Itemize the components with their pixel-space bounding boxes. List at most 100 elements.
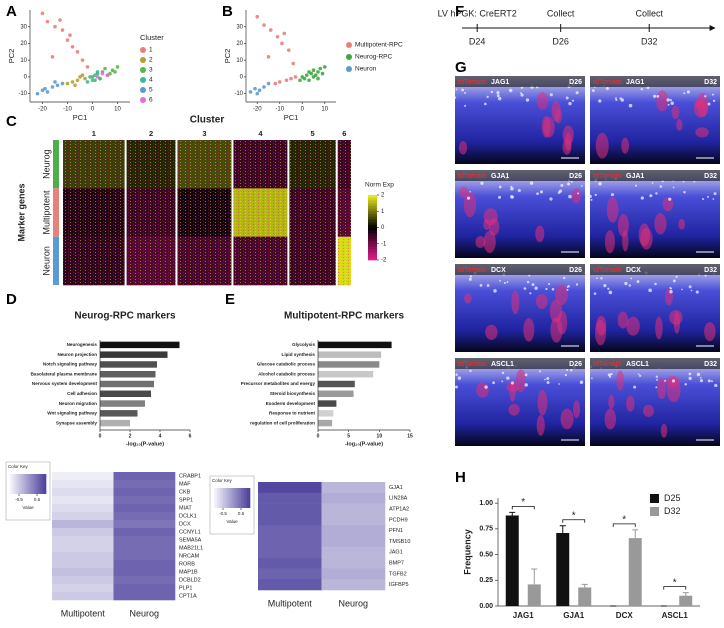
significance-bracket (562, 519, 586, 523)
point (257, 88, 262, 93)
speckle-decor (688, 376, 692, 380)
speckle-decor (575, 91, 579, 95)
cell-texture (337, 140, 351, 189)
y-tick-label: 20 (20, 41, 27, 47)
speckle-decor (496, 94, 500, 98)
point (83, 76, 87, 81)
bar (100, 370, 156, 378)
speckle-decor (549, 93, 553, 97)
speckle-decor (683, 92, 686, 95)
x-tick-label: -20 (38, 107, 47, 113)
point (277, 80, 282, 84)
point (85, 80, 90, 84)
error-bar (531, 568, 538, 585)
speckle-decor (668, 197, 672, 201)
cell-decor (508, 403, 520, 416)
point (322, 65, 327, 69)
speckle-decor (640, 87, 643, 91)
cell-decor (506, 381, 520, 393)
speckle-decor (528, 274, 531, 277)
colorbar-step (368, 213, 377, 217)
heatmap-cell (258, 546, 322, 558)
point (280, 41, 284, 46)
key-step (245, 488, 248, 508)
speckle-decor (699, 377, 702, 379)
speckle-decor (655, 386, 658, 389)
colorbar-step (368, 235, 377, 239)
bar (628, 538, 642, 606)
row-group-bar (53, 236, 59, 285)
key-title: Color Key (8, 464, 29, 469)
speckle-decor (707, 379, 711, 383)
colorbar-step (368, 219, 377, 223)
cell-decor (654, 213, 667, 235)
key-step (11, 474, 14, 494)
y-tick-label: 0.00 (479, 603, 493, 610)
y-tick-label: -10 (234, 91, 243, 97)
speckle-decor (675, 275, 678, 278)
colorbar-step (368, 249, 377, 253)
event-day: D32 (641, 36, 658, 46)
cell-texture (177, 140, 232, 189)
speckle-decor (511, 195, 514, 199)
row-label: Multipotent (41, 190, 51, 235)
colorbar-step (368, 257, 377, 261)
stain-label: tdTomato (458, 361, 487, 368)
key-step (35, 474, 38, 494)
speckle-decor (633, 385, 637, 389)
heatmap-cell (52, 472, 114, 481)
bar (318, 400, 337, 407)
category-label: Nervous system development (32, 381, 98, 386)
cell-texture (233, 140, 288, 189)
speckle-decor (615, 98, 618, 101)
row-group-bar (53, 188, 59, 237)
point (85, 65, 90, 69)
point (302, 76, 307, 81)
speckle-decor (480, 181, 484, 185)
point (103, 66, 107, 71)
heatmap-cell (113, 488, 176, 497)
speckle-decor (525, 98, 530, 102)
point (70, 45, 75, 49)
speckle-decor (577, 192, 580, 195)
row-label: NRCAM (179, 553, 200, 559)
speckle-decor (517, 188, 521, 193)
row-label: LIN28A (389, 496, 408, 502)
speckle-decor (651, 182, 654, 184)
bar (100, 410, 138, 417)
column-label: 2 (149, 129, 153, 138)
speckle-decor (455, 385, 458, 389)
speckle-decor (534, 286, 538, 290)
cell-decor (483, 230, 496, 254)
bar (100, 351, 168, 358)
colorbar-step (368, 238, 377, 242)
bar (679, 595, 693, 606)
speckle-decor (701, 197, 705, 201)
marker-label: DCX (491, 267, 506, 274)
key-step (223, 488, 225, 508)
cell-decor (550, 317, 563, 343)
heatmap-cell (52, 504, 114, 513)
legend-swatch (346, 54, 352, 60)
cell-decor (676, 119, 683, 131)
day-label: D26 (569, 79, 582, 86)
cell-texture (337, 236, 351, 285)
speckle-decor (688, 372, 692, 376)
heatmap-cell (113, 472, 176, 481)
y-tick-label: 0 (240, 74, 244, 80)
cell-decor (537, 389, 548, 416)
speckle-decor (619, 97, 622, 100)
row-label: DCX (179, 521, 191, 527)
point (268, 28, 273, 32)
day-label: D32 (704, 361, 717, 368)
colorbar-step (368, 241, 377, 245)
heatmap-cell (113, 568, 176, 577)
point (307, 78, 311, 83)
speckle-decor (670, 101, 674, 105)
speckle-decor (549, 197, 553, 201)
day-label: D32 (704, 79, 717, 86)
column-label: Neurog (338, 598, 368, 608)
point (45, 19, 50, 24)
key-step (241, 488, 243, 508)
